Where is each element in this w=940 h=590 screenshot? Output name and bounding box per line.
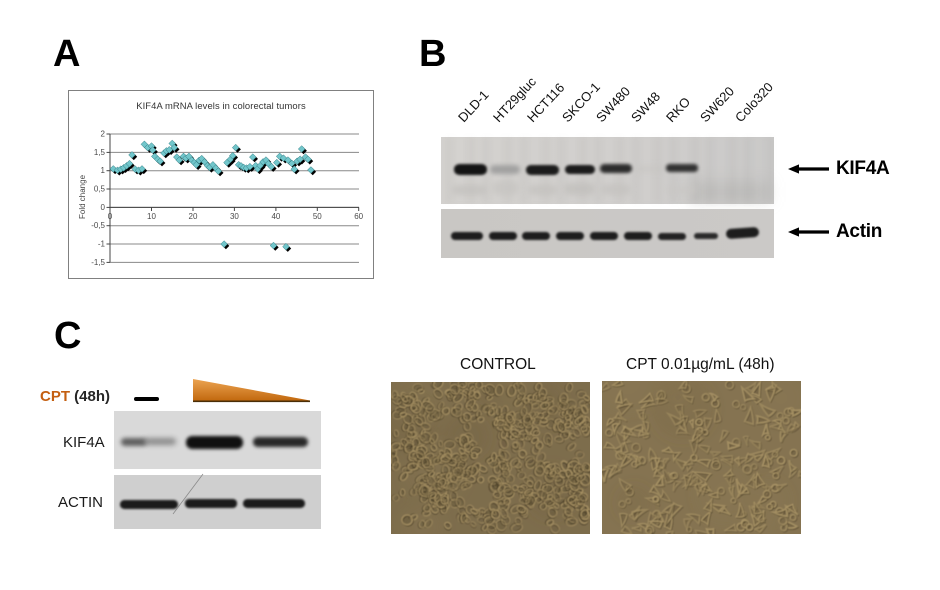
svg-text:-1: -1 [98, 240, 106, 249]
svg-text:20: 20 [189, 212, 198, 221]
svg-text:2: 2 [101, 130, 106, 139]
svg-text:-1,5: -1,5 [91, 258, 105, 267]
svg-text:60: 60 [354, 212, 363, 221]
svg-text:1: 1 [101, 166, 106, 175]
svg-text:40: 40 [271, 212, 280, 221]
svg-text:Fold change: Fold change [78, 174, 87, 219]
svg-text:0: 0 [101, 203, 106, 212]
svg-text:0,5: 0,5 [94, 185, 106, 194]
svg-text:50: 50 [313, 212, 322, 221]
svg-text:0: 0 [108, 212, 113, 221]
svg-text:30: 30 [230, 212, 239, 221]
svg-text:KIF4A mRNA levels in colorecta: KIF4A mRNA levels in colorectal tumors [136, 100, 306, 111]
svg-text:1,5: 1,5 [94, 148, 106, 157]
svg-text:-0,5: -0,5 [91, 221, 105, 230]
svg-text:10: 10 [147, 212, 156, 221]
